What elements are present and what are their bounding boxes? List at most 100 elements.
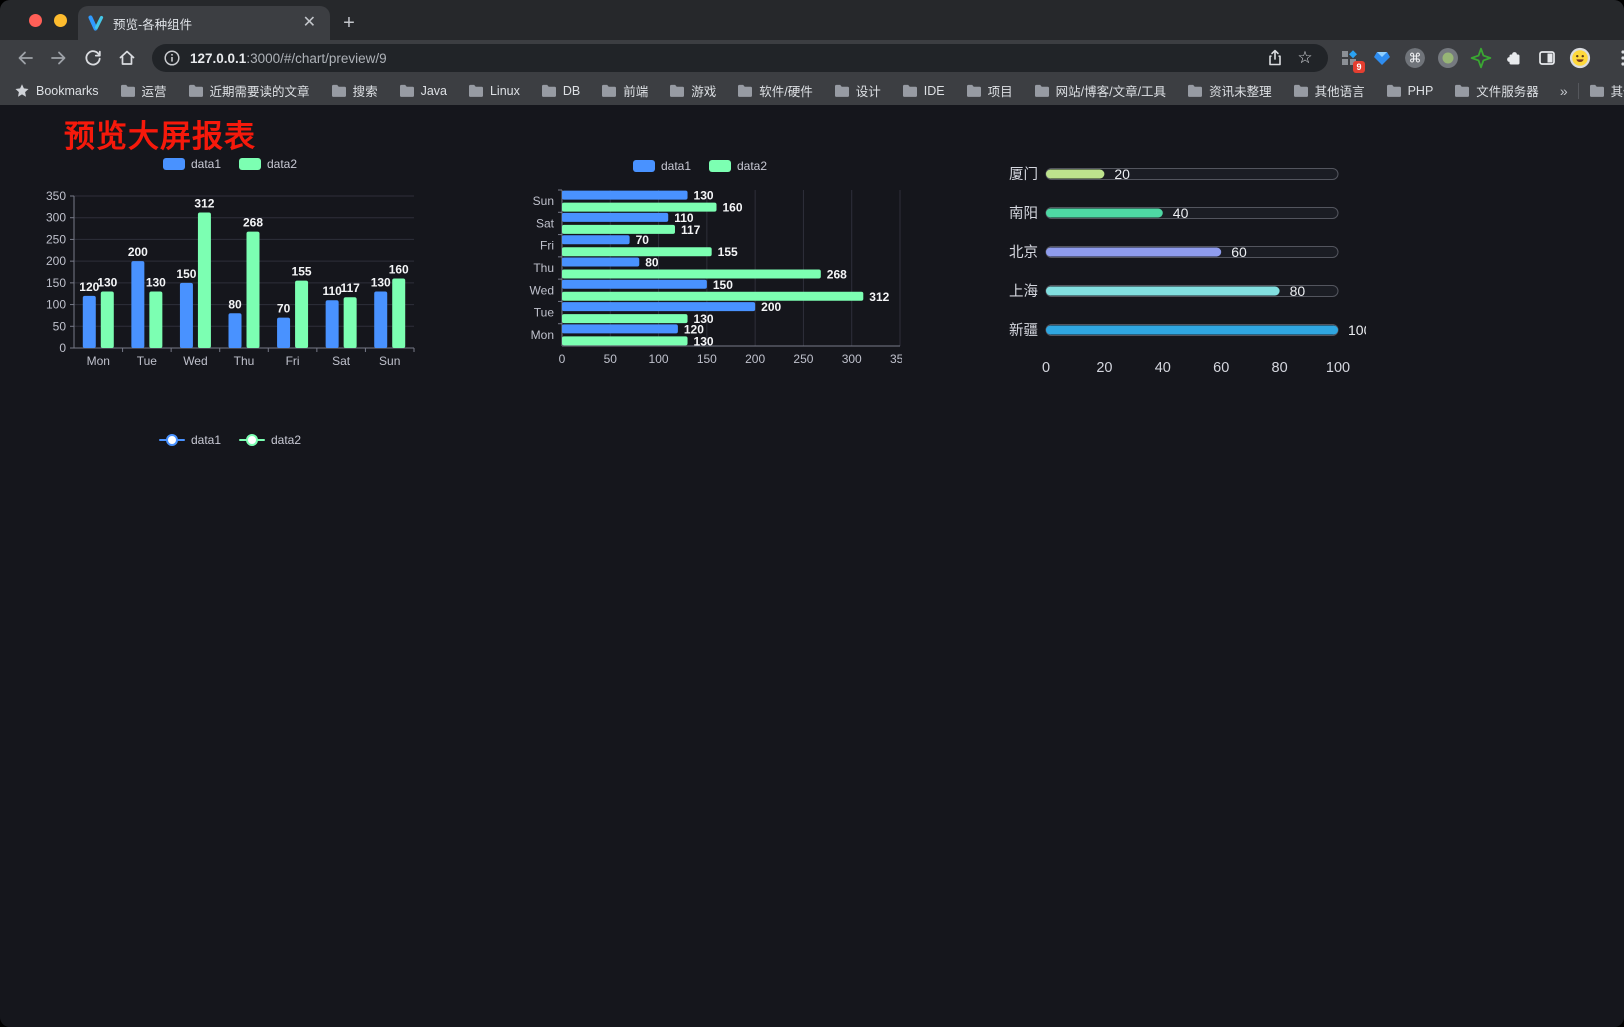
bookmark-folder[interactable]: 近期需要读的文章 [188,81,310,100]
folder-icon [1589,84,1604,97]
svg-text:Sun: Sun [533,194,554,208]
svg-text:150: 150 [713,278,733,292]
folder-icon [1386,84,1401,97]
legend-label: data2 [737,159,768,173]
legend-item[interactable]: data2 [239,157,297,171]
svg-text:Thu: Thu [234,354,255,368]
svg-text:117: 117 [340,281,360,295]
bookmark-star-button[interactable]: ☆ [1290,45,1320,71]
svg-text:200: 200 [745,352,765,366]
bookmark-folder[interactable]: 游戏 [669,81,716,100]
ext-grid-badge-button[interactable]: 9 [1338,47,1365,73]
svg-text:Sun: Sun [379,354,400,368]
bookmark-folder[interactable]: IDE [902,84,945,98]
favicon [88,15,104,31]
svg-text:Wed: Wed [530,283,554,297]
svg-text:350: 350 [46,189,66,203]
svg-text:Sat: Sat [332,354,351,368]
svg-text:130: 130 [97,276,117,290]
legend-marker [239,434,265,446]
svg-text:155: 155 [292,265,312,279]
chart-bar-horizontal: data1 data2 0 50 100 150 200 250 300 350 Sun 130 160… [498,156,902,376]
browser-toolbar: 127.0.0.1:3000/#/chart/preview/9 ☆ 9 [0,40,1624,76]
svg-text:130: 130 [371,276,391,290]
bookmark-folder[interactable]: Linux [468,84,520,98]
svg-text:100: 100 [46,298,66,312]
ext-gem-button[interactable] [1371,47,1393,69]
bookmark-folder[interactable]: 搜索 [331,81,378,100]
bookmark-folder[interactable]: PHP [1386,84,1433,98]
extensions-puzzle-button[interactable] [1503,47,1525,69]
svg-text:150: 150 [46,276,66,290]
side-panel-button[interactable] [1536,47,1558,69]
ext-green-star-button[interactable] [1470,47,1492,69]
bookmark-folder[interactable]: Java [399,84,447,98]
folder-icon [468,84,483,97]
svg-text:80: 80 [228,297,242,311]
legend-item[interactable]: data2 [239,433,301,447]
svg-text:北京: 北京 [1009,244,1038,261]
bookmark-folder[interactable]: 网站/博客/文章/工具 [1034,81,1166,100]
ext-command-button[interactable]: ⌘ [1404,47,1426,69]
svg-text:70: 70 [636,233,650,247]
tab-close-icon[interactable]: ✕ [302,14,316,31]
svg-text:厦门: 厦门 [1009,166,1038,183]
bookmarks-separator [1577,82,1579,99]
bookmark-folder[interactable]: 软件/硬件 [737,81,813,100]
bookmark-folder[interactable]: 资讯未整理 [1187,81,1272,100]
svg-text:250: 250 [46,232,66,246]
bookmark-folder[interactable]: 前端 [601,81,648,100]
bookmark-folder[interactable]: 文件服务器 [1454,81,1539,100]
svg-text:300: 300 [46,211,66,225]
bookmarks-overflow-chevron[interactable]: » [1559,82,1568,99]
dashboard-content: 预览大屏报表 data1 data2 0 50 100 150 200 250 300 350 Mo… [0,105,1624,1027]
home-icon [119,50,135,65]
svg-text:上海: 上海 [1009,283,1038,300]
side-panel-icon [1539,51,1555,65]
bookmark-folder[interactable]: 其他语言 [1293,81,1365,100]
share-button[interactable] [1260,45,1290,71]
forward-icon [51,51,66,65]
reload-button[interactable] [76,44,110,72]
legend-label: data1 [660,159,691,173]
legend-item[interactable]: data2 [709,159,767,173]
ext-record-button[interactable] [1437,47,1459,69]
forward-button[interactable] [42,44,76,72]
svg-text:20: 20 [1114,166,1130,182]
star-icon: ☆ [1297,48,1313,67]
bookmark-item-bookmarks[interactable]: Bookmarks [14,83,99,99]
close-window-button[interactable] [29,14,42,27]
url-text[interactable]: 127.0.0.1:3000/#/chart/preview/9 [190,50,387,66]
new-tab-button[interactable]: + [343,12,355,34]
folder-icon [834,84,849,97]
svg-text:新疆: 新疆 [1009,322,1038,339]
svg-text:南阳: 南阳 [1009,205,1038,222]
svg-text:110: 110 [322,284,342,298]
browser-tab[interactable]: 预览-各种组件 ✕ [78,6,330,40]
legend-marker [158,434,185,446]
share-icon [1269,49,1281,66]
site-info-icon[interactable] [162,48,182,68]
bookmark-item-other[interactable]: 其他书签 [1589,81,1624,100]
svg-text:Fri: Fri [540,239,554,253]
profile-avatar[interactable] [1569,47,1591,69]
bookmark-folder[interactable]: 项目 [966,81,1013,100]
folder-icon [188,84,203,97]
minimize-window-button[interactable] [54,14,67,27]
bookmark-folder[interactable]: DB [541,84,580,98]
bookmark-folder[interactable]: 设计 [834,81,881,100]
legend-item[interactable]: data1 [158,433,221,447]
legend-item[interactable]: data1 [162,157,221,171]
home-button[interactable] [110,44,144,72]
bookmarks-bar: Bookmarks 运营 近期需要读的文章 搜索 Java Linux DB 前端 游戏 软件/… [0,76,1624,105]
bookmark-folder[interactable]: 运营 [120,81,167,100]
circle-dot-icon [1438,48,1458,68]
address-bar[interactable]: 127.0.0.1:3000/#/chart/preview/9 ☆ [152,44,1328,72]
tab-strip: 预览-各种组件 ✕ + [0,0,1624,40]
svg-text:60: 60 [1213,360,1229,376]
browser-menu-button[interactable] [1612,47,1624,69]
legend-item[interactable]: data1 [632,159,691,173]
bookmarks-star-icon [15,83,29,97]
back-button[interactable] [8,44,42,72]
folder-icon [966,84,981,97]
